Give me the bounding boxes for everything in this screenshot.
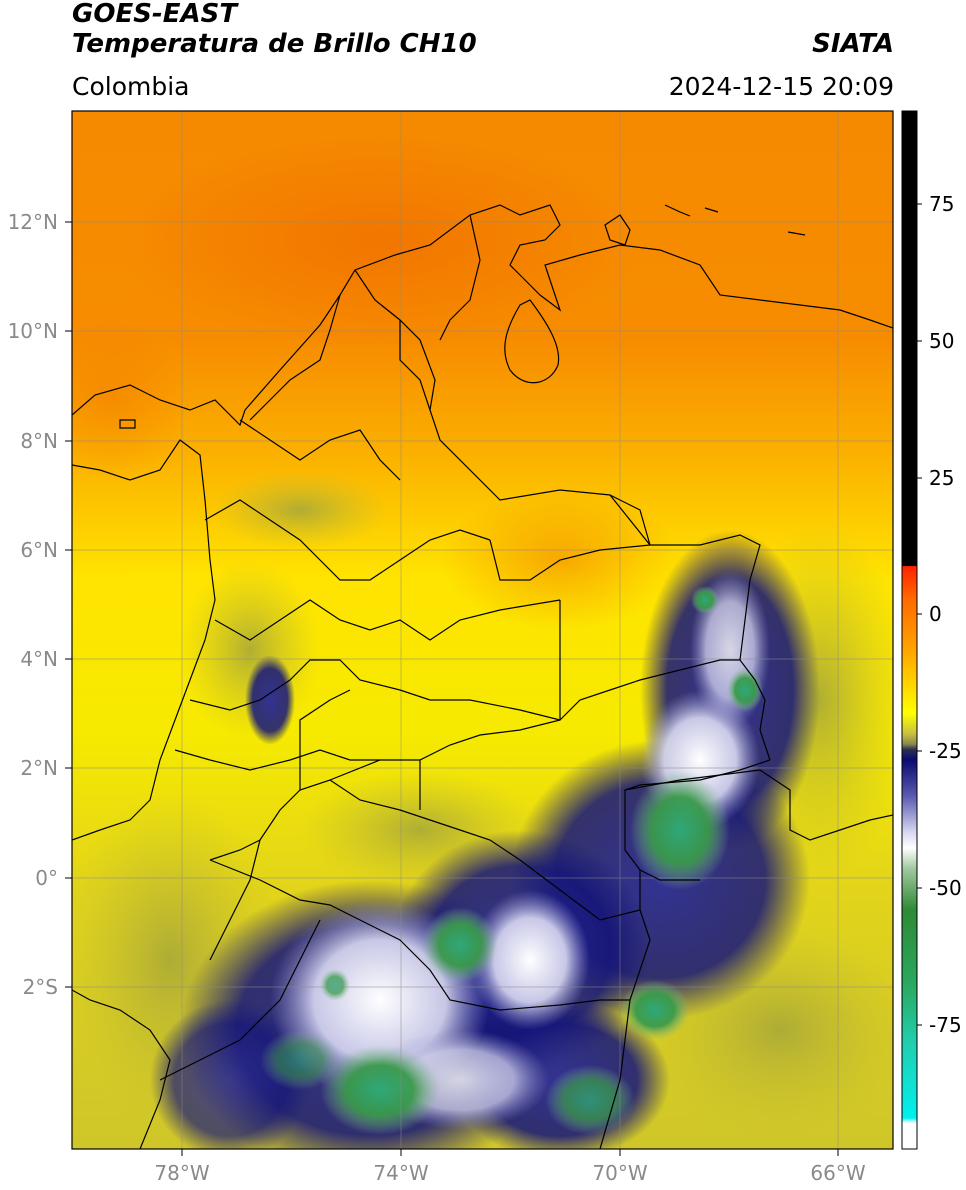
- brightness-temperature-raster: [72, 111, 893, 1149]
- subtitle-region: Colombia: [72, 72, 190, 101]
- title-line-1: GOES-EAST: [72, 0, 238, 29]
- map-gridlines: [72, 111, 893, 1149]
- lat-tick-label: 8°N: [20, 429, 58, 453]
- colorbar-tick-label: 0: [929, 602, 942, 626]
- colorbar-tick-label: 50: [929, 329, 954, 353]
- colorbar-tick-label: -25: [929, 739, 962, 763]
- coastlines-borders: [72, 204, 893, 1149]
- colorbar: [902, 111, 917, 1149]
- colorbar-tick-label: 25: [929, 466, 954, 490]
- lat-tick-label: 12°N: [8, 210, 58, 234]
- lon-tick-label: 74°W: [373, 1161, 428, 1185]
- map-frame: [71, 110, 894, 1150]
- colorbar-tick-label: -75: [929, 1013, 962, 1037]
- colorbar-tick-marks: [917, 203, 922, 1026]
- lon-tick-label: 70°W: [592, 1161, 647, 1185]
- colorbar-tick-label: -50: [929, 876, 962, 900]
- colorbar-frame: [901, 110, 918, 1150]
- lon-tick-label: 66°W: [810, 1161, 865, 1185]
- lat-tick-label: 2°S: [23, 975, 58, 999]
- lat-tick-label: 2°N: [20, 756, 58, 780]
- axis-tick-marks: [65, 221, 839, 1156]
- title-line-2: Temperatura de Brillo CH10: [72, 29, 477, 59]
- colorbar-tick-label: 75: [929, 192, 954, 216]
- lon-tick-label: 78°W: [154, 1161, 209, 1185]
- datetime-label: 2024-12-15 20:09: [668, 72, 894, 101]
- lat-tick-label: 10°N: [8, 319, 58, 343]
- source-label: SIATA: [812, 29, 894, 59]
- lat-tick-label: 4°N: [20, 647, 58, 671]
- lat-tick-label: 6°N: [20, 538, 58, 562]
- lat-tick-label: 0°: [35, 866, 58, 890]
